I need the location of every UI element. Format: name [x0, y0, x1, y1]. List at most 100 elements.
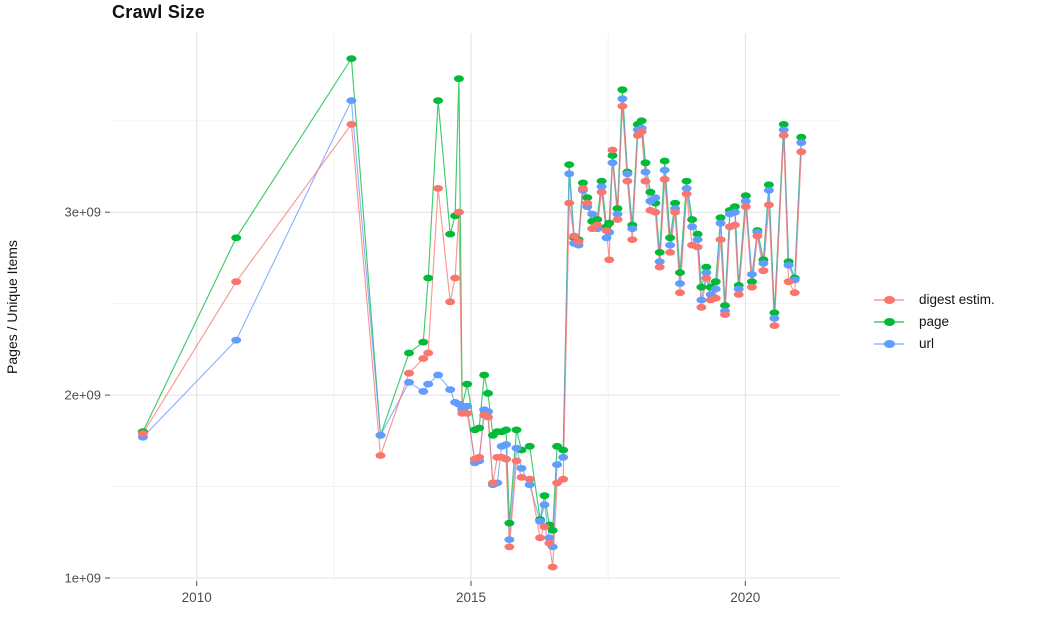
legend-label-digest-estim: digest estim.	[919, 292, 995, 307]
data-point	[418, 338, 429, 346]
data-point	[433, 371, 444, 379]
data-point	[670, 208, 681, 216]
data-point	[346, 55, 357, 62]
data-point	[740, 192, 751, 200]
data-point	[445, 230, 456, 238]
data-point	[654, 263, 665, 271]
data-point	[558, 475, 569, 483]
data-point	[696, 303, 707, 311]
data-point	[539, 501, 550, 509]
data-point	[423, 274, 434, 282]
data-point	[558, 446, 569, 454]
data-point	[596, 183, 607, 191]
data-point	[622, 170, 633, 178]
data-point	[659, 157, 670, 165]
data-point	[418, 355, 429, 362]
data-point	[654, 258, 665, 265]
data-point	[729, 203, 740, 211]
data-point	[617, 102, 628, 110]
data-point	[607, 152, 618, 159]
data-point	[501, 426, 512, 434]
data-point	[763, 186, 774, 194]
data-point	[552, 461, 563, 468]
data-point	[604, 219, 615, 227]
data-point	[627, 225, 638, 233]
data-point	[696, 296, 707, 304]
data-point	[640, 177, 651, 185]
data-point	[404, 349, 414, 357]
data-point	[778, 126, 789, 134]
data-point	[511, 444, 522, 452]
data-point	[701, 274, 712, 282]
data-point	[687, 223, 698, 231]
data-point	[650, 208, 661, 216]
data-point	[587, 210, 598, 218]
data-point	[547, 527, 558, 534]
data-point	[516, 474, 527, 481]
data-point	[547, 563, 558, 571]
legend-label-page: page	[919, 314, 950, 329]
data-point	[687, 216, 698, 223]
data-point	[418, 388, 429, 395]
legend-key-digest-estim-icon	[874, 293, 904, 307]
data-point	[346, 121, 357, 128]
data-point	[582, 199, 593, 207]
data-point	[231, 278, 242, 286]
data-point	[474, 424, 485, 432]
data-point	[740, 203, 751, 211]
data-point	[231, 234, 242, 242]
data-point	[789, 289, 800, 297]
data-point	[715, 219, 726, 227]
data-point	[569, 232, 580, 240]
data-point	[715, 236, 726, 244]
data-point	[375, 452, 386, 459]
legend: digest estim. page url	[874, 289, 995, 354]
data-point	[665, 249, 676, 256]
data-point	[612, 205, 623, 212]
legend-key-page-icon	[874, 315, 904, 329]
data-point	[487, 479, 498, 487]
data-point	[535, 517, 546, 525]
data-point	[516, 464, 527, 472]
data-point	[501, 455, 512, 463]
data-point	[483, 389, 493, 397]
data-point	[462, 410, 473, 417]
data-point	[511, 426, 522, 434]
data-point	[740, 197, 751, 205]
data-point	[640, 159, 651, 167]
legend-item-digest-estim: digest estim.	[874, 289, 995, 310]
x-tick-label: 2010	[182, 590, 212, 605]
data-point	[539, 492, 550, 500]
series-line-url	[142, 98, 802, 548]
data-point	[746, 283, 757, 291]
data-point	[654, 249, 665, 256]
data-point	[675, 269, 685, 276]
data-point	[524, 442, 535, 450]
data-point	[601, 227, 612, 234]
data-point	[681, 185, 692, 192]
data-point	[778, 121, 789, 128]
data-point	[511, 457, 522, 465]
data-point	[596, 188, 607, 196]
data-point	[701, 269, 712, 276]
data-point	[479, 371, 490, 379]
y-tick-label: 3e+09	[64, 205, 101, 220]
data-point	[796, 139, 807, 147]
data-point	[696, 283, 707, 291]
data-point	[645, 188, 656, 196]
data-point	[675, 280, 685, 287]
data-point	[524, 475, 535, 483]
data-point	[462, 402, 473, 410]
data-point	[474, 453, 485, 461]
data-point	[607, 159, 618, 167]
data-point	[763, 181, 774, 189]
data-point	[592, 216, 603, 223]
data-point	[504, 543, 515, 551]
data-point	[612, 210, 623, 218]
data-point	[231, 336, 242, 344]
data-point	[720, 302, 730, 309]
data-point	[710, 285, 721, 293]
data-point	[758, 267, 769, 275]
